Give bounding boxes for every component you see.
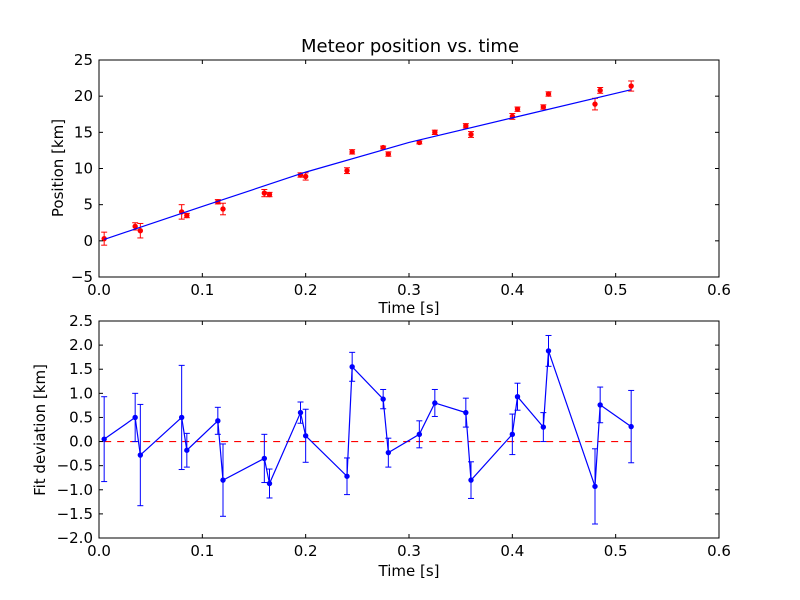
deviation-plot: 0.0 0.1 0.2 0.3 0.4 0.5 0.6 −2.0 −1.5 −1.0 −0.5 0.0… [31,312,731,580]
position-data-point [220,206,226,212]
position-data-point [540,104,547,110]
deviation-data-point [509,431,516,438]
deviation-data-point [349,364,355,370]
position-xtick-label: 0.3 [397,281,421,299]
deviation-data-point [380,396,386,402]
deviation-ytick-label: 1.5 [69,360,93,378]
deviation-xtick-label: 0.6 [707,542,731,560]
position-ytick-label: 10 [74,160,93,178]
position-plot-title: Meteor position vs. time [301,36,519,57]
deviation-data-point [215,418,221,424]
position-fit-line [103,89,632,240]
position-ytick-label: −5 [71,268,93,286]
deviation-xtick-label: 0.5 [604,542,628,560]
position-data-point [592,101,598,107]
deviation-ytick-label: −0.5 [57,457,93,475]
deviation-data-point [416,431,423,438]
position-xtick-label: 0.1 [190,281,214,299]
deviation-plot-ylabel: Fit deviation [km] [31,364,49,496]
deviation-ytick-label: 2.0 [69,336,93,354]
deviation-ytick-label: −1.0 [57,481,93,499]
position-data-point [597,87,603,94]
deviation-data-point [344,473,350,479]
deviation-data-point [261,455,268,462]
deviation-data-point [545,348,552,354]
deviation-xtick-label: 0.2 [294,542,318,560]
deviation-ytick-label: 2.5 [69,312,93,330]
deviation-ytick-label: 0.0 [69,433,93,451]
deviation-xtick-label: 0.1 [190,542,214,560]
position-xtick-label: 0.5 [604,281,628,299]
deviation-xtick-label: 0.3 [397,542,421,560]
deviation-plot-ticks: 0.0 0.1 0.2 0.3 0.4 0.5 0.6 −2.0 −1.5 −1.0 −0.5 0.0… [57,312,731,560]
position-ytick-label: 5 [83,196,93,214]
position-xtick-label: 0.6 [707,281,731,299]
position-plot: Meteor position vs. time 0.0 0.1 0.2 0.3 0.4… [49,36,731,317]
position-data-point [463,123,469,129]
position-data-point [545,91,552,97]
position-ytick-label: 15 [74,123,93,141]
position-data-point [628,83,634,89]
deviation-ytick-label: −1.5 [57,505,93,523]
deviation-data-point [463,409,469,416]
position-xtick-label: 0.4 [500,281,524,299]
position-ytick-label: 0 [83,232,93,250]
deviation-data-point [184,447,190,453]
position-data-point [514,106,521,112]
deviation-data-point [266,480,273,487]
deviation-data-point [302,433,309,439]
deviation-ytick-label: 1.0 [69,384,93,402]
deviation-deviation-line [103,350,632,487]
deviation-data-point [628,423,634,430]
position-data-point [385,151,392,157]
deviation-data-point [540,424,547,430]
position-data-point [184,212,190,219]
position-data-point [344,167,350,174]
position-data-point [432,129,438,136]
deviation-data-point [297,409,304,416]
position-data-point [137,228,144,234]
position-plot-xlabel: Time [s] [378,299,440,317]
deviation-ytick-label: 0.5 [69,408,93,426]
deviation-data-point [137,452,144,458]
deviation-xtick-label: 0.0 [87,542,111,560]
deviation-data-point [514,394,521,400]
deviation-data-point [132,414,138,421]
deviation-data-point [101,436,107,442]
deviation-data-point [597,402,603,408]
deviation-data-point [468,477,474,483]
position-data-point [261,190,268,196]
deviation-data-point [385,449,392,456]
deviation-data-point [178,414,185,421]
position-ytick-label: 20 [74,87,93,105]
position-data-point [266,191,273,198]
deviation-data-point [592,483,598,490]
position-data-point [468,131,474,138]
deviation-ytick-label: −2.0 [57,529,93,547]
deviation-xtick-label: 0.4 [500,542,524,560]
position-xtick-label: 0.2 [294,281,318,299]
position-xtick-label: 0.0 [87,281,111,299]
deviation-plot-marks [101,334,635,525]
position-plot-ticks: 0.0 0.1 0.2 0.3 0.4 0.5 0.6 −5 0 5 10 15 20 25 [71,51,731,299]
position-data-point [349,149,355,155]
position-data-point [302,173,309,180]
position-plot-ylabel: Position [km] [49,119,67,217]
deviation-data-point [220,477,226,483]
deviation-plot-xlabel: Time [s] [378,562,440,580]
deviation-data-point [432,400,438,406]
position-ytick-label: 25 [74,51,93,69]
position-plot-marks [101,80,635,246]
